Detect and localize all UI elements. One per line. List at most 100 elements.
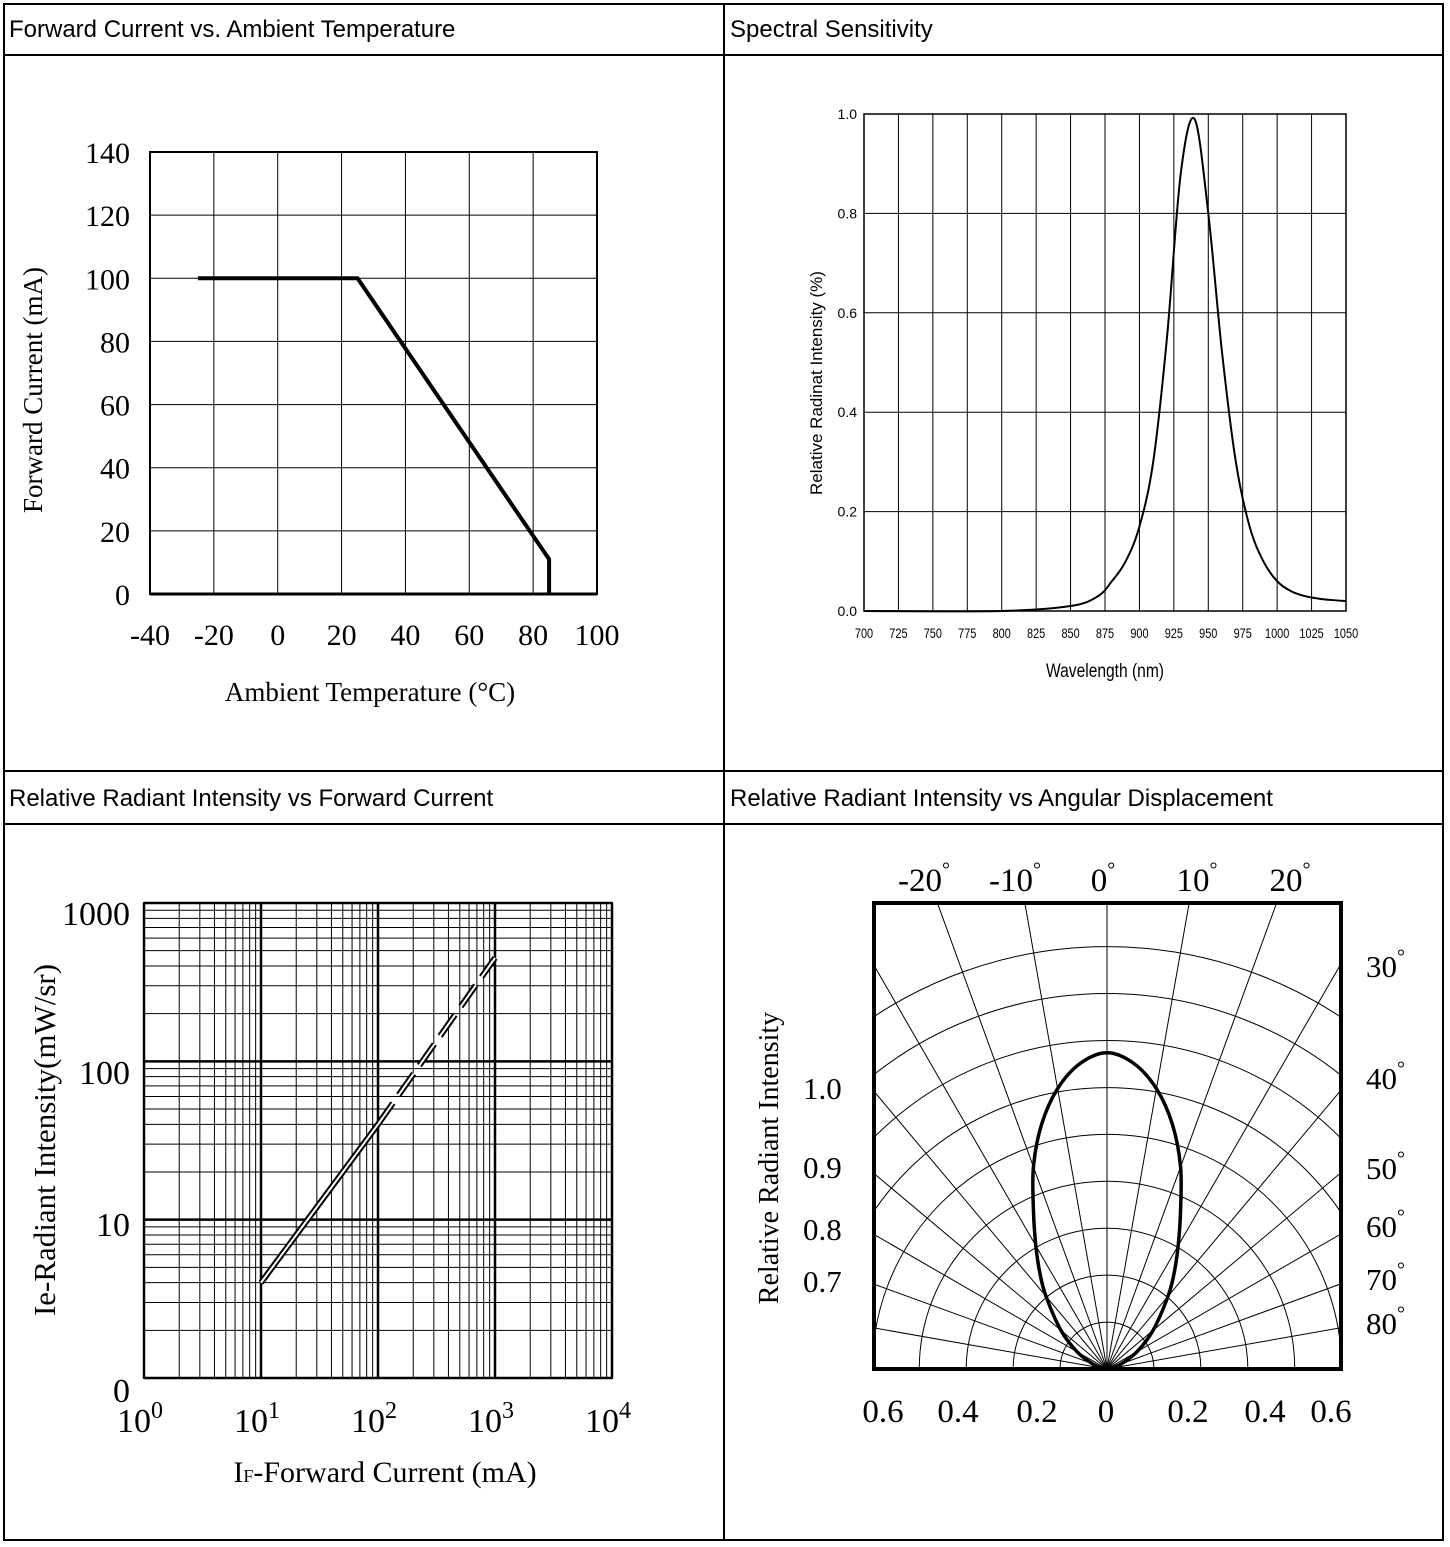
side-angle-label: 80° [1366, 1303, 1405, 1341]
panel-title-spectral: Spectral Sensitivity [730, 16, 933, 43]
degree-symbol: ° [1397, 946, 1405, 968]
x-axis-label-part: -Forward Current (mA) [253, 1456, 536, 1489]
angle-value: 40 [1366, 1061, 1397, 1096]
degree-symbol: ° [1107, 859, 1115, 881]
x-tick-label: 1025 [1299, 626, 1323, 642]
y-tick-label: 0.0 [838, 603, 858, 619]
polar-radial-line [874, 1283, 1108, 1369]
bottom-scale-label: 0.2 [1167, 1394, 1208, 1430]
polar-radial-line [1106, 1171, 1341, 1369]
polar-arc [874, 946, 1341, 1019]
bottom-scale-label: 0 [1098, 1394, 1115, 1430]
title-row-divider-bottom [3, 823, 1444, 825]
x-tick-label: -40 [130, 619, 170, 652]
plot-area [143, 902, 613, 1379]
y-tick-label: 40 [100, 453, 130, 486]
x-tick-base: 10 [585, 1403, 619, 1440]
angle-value: -10 [989, 863, 1033, 899]
polar-radial-line [1106, 903, 1278, 1369]
x-tick-label: 950 [1199, 626, 1217, 642]
y-tick-label: 1000 [62, 896, 130, 933]
degree-symbol: ° [1397, 1058, 1405, 1080]
angle-value: 0 [1091, 863, 1108, 899]
x-tick-label: 925 [1165, 626, 1183, 642]
x-tick-label: 100 [575, 619, 620, 652]
x-tick-label: -20 [194, 619, 234, 652]
polar-radial-line [1106, 903, 1190, 1369]
x-tick-label: 0 [270, 619, 285, 652]
panel-title-angular: Relative Radiant Intensity vs Angular Di… [730, 785, 1273, 812]
radiation-pattern [1031, 1050, 1183, 1371]
x-tick-label: 104 [585, 1398, 631, 1440]
polar-radial-line [936, 903, 1108, 1369]
y-tick-label: 0.6 [838, 305, 858, 321]
top-angle-label: -20° [898, 859, 950, 899]
polar-radial-line [874, 1090, 1108, 1369]
grid-vertical-divider [723, 3, 725, 1541]
degree-symbol: ° [942, 859, 950, 881]
x-tick-label: 80 [518, 619, 548, 652]
polar-grid [874, 903, 1341, 1369]
panel-title-forward-current: Forward Current vs. Ambient Temperature [9, 16, 456, 43]
x-tick-exponent: 4 [619, 1398, 631, 1424]
x-tick-exponent: 1 [268, 1398, 280, 1424]
plot-area [863, 113, 1347, 612]
degree-symbol: ° [1397, 1206, 1405, 1228]
x-tick-label: 700 [855, 626, 873, 642]
intensity-line-inner [260, 1123, 379, 1284]
x-tick-label: 875 [1096, 626, 1114, 642]
degree-symbol: ° [1397, 1259, 1405, 1281]
y-axis-label: Relative Radinat Intensity (%) [807, 271, 826, 495]
y-tick-label: 80 [100, 326, 130, 359]
y-tick-label: 0.2 [838, 504, 858, 520]
title-row-divider-top [3, 54, 1444, 56]
polar-radial-line [874, 1172, 1108, 1369]
y-tick-label: 20 [100, 516, 130, 549]
side-angle-label: 70° [1366, 1259, 1405, 1297]
polar-radial-line [1024, 903, 1108, 1369]
degree-symbol: ° [1397, 1303, 1405, 1325]
x-axis-label: Ambient Temperature (°C) [225, 677, 515, 707]
top-angle-label: 20° [1270, 859, 1311, 899]
panel-row-divider [3, 770, 1444, 772]
x-tick-label: 750 [924, 626, 942, 642]
degree-symbol: ° [1033, 859, 1041, 881]
x-tick-label: 102 [351, 1398, 397, 1440]
x-tick-base: 10 [234, 1403, 268, 1440]
angle-value: 80 [1366, 1306, 1397, 1341]
x-tick-base: 10 [351, 1403, 385, 1440]
intensity-label: 1.0 [803, 1071, 842, 1106]
bottom-scale-label: 0.2 [1016, 1394, 1057, 1430]
y-tick-label: 120 [85, 200, 130, 233]
angle-value: 20 [1270, 863, 1303, 899]
bottom-scale-label: 0.6 [1310, 1394, 1351, 1430]
polar-radial-line [1106, 1327, 1341, 1369]
angle-value: 30 [1366, 949, 1397, 984]
x-axis-label: Wavelength (nm) [1046, 660, 1164, 682]
y-tick-label: 140 [85, 137, 130, 170]
polar-radial-line [874, 1327, 1108, 1369]
top-angle-label: -10° [989, 859, 1041, 899]
bottom-scale-label: 0.6 [862, 1394, 903, 1430]
intensity-label: 0.9 [803, 1150, 842, 1185]
x-tick-label: 40 [390, 619, 420, 652]
polar-radial-line [1106, 1089, 1341, 1369]
x-tick-label: 725 [889, 626, 907, 642]
x-tick-label: 100 [117, 1398, 163, 1440]
polar-radial-line [874, 964, 1108, 1369]
x-tick-label: 900 [1130, 626, 1148, 642]
side-angle-label: 60° [1366, 1206, 1405, 1244]
x-axis-label-part: I [233, 1456, 243, 1489]
angle-value: 10 [1177, 863, 1210, 899]
x-tick-label: 850 [1061, 626, 1079, 642]
x-axis-label: IF-Forward Current (mA) [233, 1456, 536, 1489]
angle-value: 70 [1366, 1262, 1397, 1297]
degree-symbol: ° [1397, 1148, 1405, 1170]
x-tick-label: 103 [468, 1398, 514, 1440]
derating-curve [197, 276, 552, 594]
panel-title-intensity-current: Relative Radiant Intensity vs Forward Cu… [9, 785, 494, 812]
y-tick-label: 0.8 [838, 205, 858, 221]
y-tick-label: 100 [85, 263, 130, 296]
